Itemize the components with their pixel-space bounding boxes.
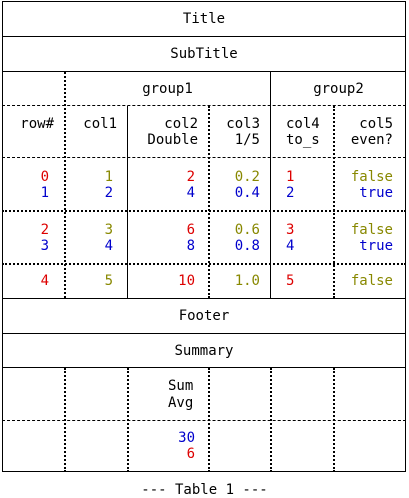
- header-col5-line2: even?: [350, 132, 393, 148]
- row-3-col1: 4: [104, 238, 113, 254]
- row-2-rownum: 2: [40, 222, 49, 238]
- header-col4-line2: to_s: [286, 132, 320, 148]
- summary-title: Summary: [174, 343, 234, 359]
- group2-header: group2: [313, 81, 364, 97]
- row-2-col2: 6: [186, 222, 195, 238]
- col-sep-2: [127, 106, 128, 298]
- row-0-col2: 2: [186, 169, 195, 185]
- row-1-rownum: 1: [40, 185, 49, 201]
- header-col2-line2: Double: [147, 132, 198, 148]
- sum-col-sep-2: [127, 368, 129, 472]
- footer-divider: [2, 333, 406, 334]
- summary-divider: [2, 367, 406, 368]
- row-3-col5: true: [359, 238, 393, 254]
- sum-col-sep-1: [64, 368, 66, 472]
- summary-label-avg: Avg: [168, 395, 194, 411]
- col-sep-4: [270, 72, 271, 298]
- header-col5-line1: col5: [359, 116, 393, 132]
- header-col3-line1: col3: [226, 116, 260, 132]
- summary-avg-value: 6: [186, 446, 195, 462]
- row-4-col4: 5: [286, 273, 295, 289]
- table-caption: --- Table 1 ---: [141, 482, 268, 498]
- col-sep-5: [333, 106, 335, 298]
- row-2-col1: 3: [104, 222, 113, 238]
- row-1-col3: 0.4: [234, 185, 260, 201]
- table-frame: [2, 1, 406, 472]
- row-4-col1: 5: [104, 273, 113, 289]
- table-title: Title: [182, 11, 226, 27]
- body-bottom-divider: [2, 298, 406, 299]
- row-group-divider-2: [2, 263, 406, 265]
- summary-sum-value: 30: [178, 430, 195, 446]
- group1-header: group1: [142, 81, 193, 97]
- row-2-col5: false: [350, 222, 393, 238]
- col-sep-1: [64, 72, 66, 298]
- row-3-col2: 8: [186, 238, 195, 254]
- subtitle-divider: [2, 71, 406, 72]
- row-0-rownum: 0: [40, 169, 49, 185]
- sum-col-sep-4: [270, 368, 272, 472]
- sum-col-sep-5: [333, 368, 335, 472]
- title-divider: [2, 36, 406, 37]
- sum-col-sep-3: [208, 368, 210, 472]
- table-footer: Footer: [178, 308, 230, 324]
- group-divider: [2, 105, 406, 106]
- header-col3-line2: 1/5: [234, 132, 260, 148]
- row-0-col1: 1: [104, 169, 113, 185]
- row-0-col5: false: [350, 169, 393, 185]
- row-2-col3: 0.6: [234, 222, 260, 238]
- header-col2-line1: col2: [164, 116, 198, 132]
- header-divider: [2, 157, 406, 158]
- row-4-col3: 1.0: [234, 273, 260, 289]
- row-1-col2: 4: [186, 185, 195, 201]
- summary-label-sum: Sum: [168, 378, 194, 394]
- row-0-col4: 1: [286, 169, 295, 185]
- row-2-col4: 3: [286, 222, 295, 238]
- table-subtitle: SubTitle: [170, 46, 238, 62]
- row-4-col2: 10: [178, 273, 195, 289]
- row-1-col5: true: [359, 185, 393, 201]
- summary-label-divider: [2, 420, 406, 421]
- row-4-rownum: 4: [40, 273, 49, 289]
- header-col4-line1: col4: [286, 116, 320, 132]
- row-group-divider-1: [2, 210, 406, 212]
- header-col1: col1: [83, 116, 117, 132]
- row-3-col3: 0.8: [234, 238, 260, 254]
- col-sep-3: [208, 106, 210, 298]
- row-3-rownum: 3: [40, 238, 49, 254]
- row-1-col4: 2: [286, 185, 295, 201]
- row-1-col1: 2: [104, 185, 113, 201]
- row-4-col5: false: [350, 273, 393, 289]
- header-rownum: row#: [20, 116, 54, 132]
- row-3-col4: 4: [286, 238, 295, 254]
- row-0-col3: 0.2: [234, 169, 260, 185]
